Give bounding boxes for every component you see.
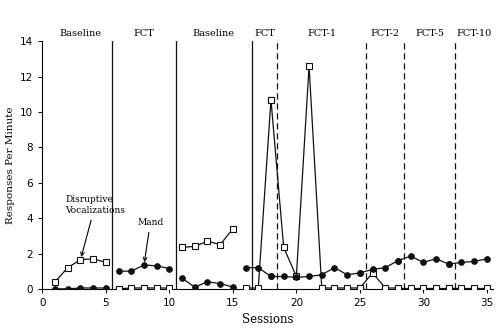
Text: Mand: Mand [137, 218, 164, 261]
Text: FCT-10: FCT-10 [456, 29, 492, 38]
Text: FCT-5: FCT-5 [415, 29, 444, 38]
Y-axis label: Responses Per Minute: Responses Per Minute [6, 106, 15, 224]
Text: FCT: FCT [254, 29, 275, 38]
Text: Disruptive
Vocalizations: Disruptive Vocalizations [65, 195, 125, 256]
Text: FCT: FCT [134, 29, 154, 38]
Text: Baseline: Baseline [193, 29, 235, 38]
X-axis label: Sessions: Sessions [242, 313, 294, 326]
Text: FCT-1: FCT-1 [307, 29, 336, 38]
Text: Baseline: Baseline [60, 29, 102, 38]
Text: FCT-2: FCT-2 [370, 29, 400, 38]
